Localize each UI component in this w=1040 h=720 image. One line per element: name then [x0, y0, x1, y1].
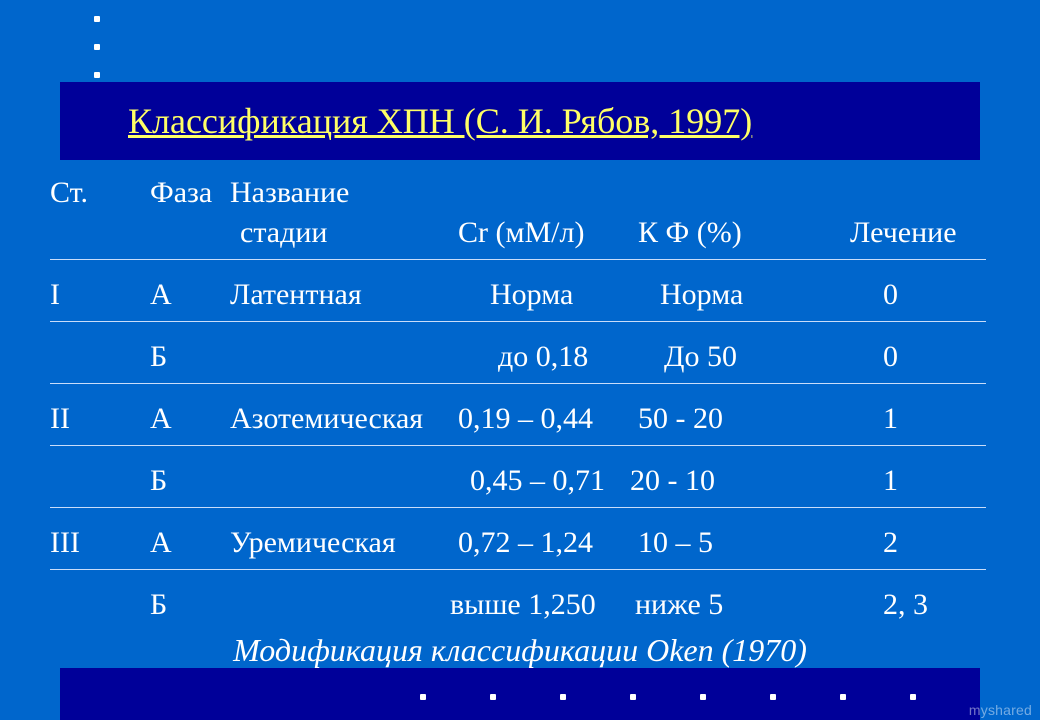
- cell-tx: 1: [883, 401, 963, 437]
- slide-title: Классификация ХПН (С. И. Рябов, 1997): [128, 100, 752, 142]
- cell-tx: 2: [883, 525, 963, 561]
- footnote: Модификация классификации Oken (1970): [0, 632, 1040, 669]
- cell-phase: Б: [150, 463, 240, 499]
- table-row: II А Азотемическая 0,19 – 0,44 50 - 20 1: [50, 389, 990, 451]
- cell-phase: А: [150, 525, 240, 561]
- cell-phase: Б: [150, 339, 240, 375]
- decorative-dots-top: [94, 16, 110, 76]
- footer-band: [60, 668, 980, 720]
- col-header-cr: Cr (мМ/л): [458, 215, 658, 251]
- title-band: Классификация ХПН (С. И. Рябов, 1997): [60, 82, 980, 160]
- cell-name: Уремическая: [230, 525, 470, 561]
- cell-phase: А: [150, 401, 240, 437]
- slide: Классификация ХПН (С. И. Рябов, 1997) Ст…: [0, 0, 1040, 720]
- cell-kf: 10 – 5: [638, 525, 808, 561]
- table-header-row: Ст. Фаза Название: [50, 175, 990, 215]
- row-rule: [50, 321, 986, 322]
- cell-tx: 2, 3: [883, 587, 963, 623]
- cell-phase: Б: [150, 587, 240, 623]
- row-rule: [50, 569, 986, 570]
- table-row: Б выше 1,250 ниже 5 2, 3: [50, 575, 990, 637]
- cell-kf: ниже 5: [635, 587, 805, 623]
- cell-tx: 0: [883, 277, 963, 313]
- row-rule: [50, 445, 986, 446]
- cell-cr: 0,19 – 0,44: [458, 401, 658, 437]
- cell-stage: III: [50, 525, 140, 561]
- cell-kf: 20 - 10: [630, 463, 800, 499]
- col-header-stage: Ст.: [50, 175, 140, 211]
- cell-name: Азотемическая: [230, 401, 470, 437]
- cell-name: Латентная: [230, 277, 470, 313]
- col-header-name-line1: Название: [230, 175, 470, 211]
- cell-tx: 1: [883, 463, 963, 499]
- table-header-row-2: стадии Cr (мМ/л) К Ф (%) Лечение: [50, 215, 990, 265]
- table-row: Б до 0,18 До 50 0: [50, 327, 990, 389]
- col-header-kf: К Ф (%): [638, 215, 808, 251]
- cell-kf: Норма: [660, 277, 830, 313]
- cell-kf: 50 - 20: [638, 401, 808, 437]
- table-row: Б 0,45 – 0,71 20 - 10 1: [50, 451, 990, 513]
- cell-cr: выше 1,250: [450, 587, 650, 623]
- classification-table: Ст. Фаза Название стадии Cr (мМ/л) К Ф (…: [50, 175, 990, 637]
- col-header-treatment: Лечение: [850, 215, 930, 251]
- row-rule: [50, 383, 986, 384]
- cell-kf: До 50: [664, 339, 834, 375]
- watermark: myshared: [969, 702, 1032, 718]
- table-row: I А Латентная Норма Норма 0: [50, 265, 990, 327]
- cell-phase: А: [150, 277, 240, 313]
- row-rule: [50, 507, 986, 508]
- header-rule: [50, 259, 986, 260]
- cell-cr: 0,72 – 1,24: [458, 525, 658, 561]
- col-header-name-line2: стадии: [240, 215, 480, 251]
- cell-stage: II: [50, 401, 140, 437]
- table-row: III А Уремическая 0,72 – 1,24 10 – 5 2: [50, 513, 990, 575]
- cell-tx: 0: [883, 339, 963, 375]
- cell-stage: I: [50, 277, 140, 313]
- col-header-phase: Фаза: [150, 175, 240, 211]
